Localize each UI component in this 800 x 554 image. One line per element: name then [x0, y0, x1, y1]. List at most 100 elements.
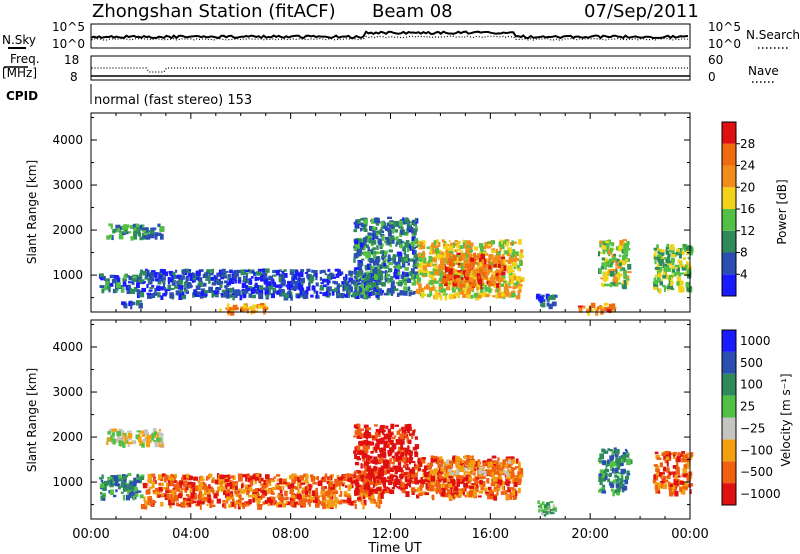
scatter-cell — [653, 474, 656, 480]
scatter-cell — [363, 479, 368, 485]
scatter-cell — [230, 475, 235, 479]
scatter-cell — [493, 282, 497, 288]
scatter-cell — [683, 244, 686, 247]
scatter-cell — [400, 482, 405, 488]
scatter-cell — [375, 443, 380, 450]
scatter-cell — [481, 276, 485, 280]
scatter-cell — [422, 252, 426, 258]
scatter-cell — [304, 498, 309, 503]
scatter-cell — [491, 280, 497, 285]
scatter-cell — [359, 433, 364, 438]
scatter-cell — [152, 481, 156, 485]
scatter-cell — [418, 467, 421, 472]
y-tick-label: 2000 — [52, 430, 83, 444]
scatter-cell — [157, 223, 161, 228]
scatter-cell — [123, 303, 128, 309]
scatter-cell — [178, 504, 182, 507]
scatter-cell — [405, 453, 408, 460]
scatter-cell — [354, 461, 360, 466]
scatter-cell — [657, 491, 661, 494]
scatter-cell — [460, 277, 464, 280]
scatter-cell — [350, 286, 353, 293]
power-colorbar-tick-label: 16 — [740, 202, 755, 216]
scatter-cell — [493, 466, 498, 470]
scatter-cell — [151, 483, 155, 489]
scatter-cell — [508, 481, 511, 484]
scatter-cell — [603, 450, 609, 454]
scatter-cell — [486, 271, 489, 278]
scatter-cell — [355, 470, 360, 474]
scatter-cell — [204, 489, 207, 494]
scatter-cell — [418, 492, 423, 496]
scatter-cell — [438, 489, 443, 492]
scatter-cell — [338, 269, 341, 274]
scatter-cell — [254, 475, 259, 481]
scatter-cell — [137, 227, 143, 230]
scatter-cell — [672, 473, 676, 478]
scatter-cell — [212, 477, 215, 480]
scatter-cell — [153, 431, 157, 436]
scatter-cell — [300, 269, 305, 272]
scatter-cell — [164, 497, 170, 500]
scatter-cell — [426, 263, 432, 267]
scatter-cell — [167, 497, 172, 500]
scatter-cell — [153, 477, 156, 481]
scatter-cell — [397, 479, 401, 485]
scatter-cell — [383, 444, 389, 448]
scatter-cell — [127, 285, 131, 289]
scatter-cell — [272, 269, 277, 274]
scatter-cell — [401, 489, 406, 494]
scatter-cell — [360, 222, 366, 227]
scatter-cell — [401, 452, 404, 459]
scatter-cell — [149, 501, 154, 507]
scatter-cell — [371, 471, 376, 477]
colorbar-swatch — [722, 252, 736, 275]
scatter-cell — [257, 488, 262, 492]
scatter-cell — [273, 496, 276, 503]
scatter-cell — [474, 461, 479, 467]
nave-tick-low: 0 — [708, 70, 716, 84]
scatter-cell — [659, 462, 663, 468]
scatter-cell — [421, 240, 426, 247]
scatter-cell — [366, 284, 371, 289]
scatter-cell — [626, 271, 632, 274]
scatter-cell — [213, 274, 216, 279]
scatter-cell — [328, 490, 332, 495]
scatter-cell — [505, 463, 508, 468]
scatter-cell — [186, 283, 192, 289]
scatter-cell — [505, 280, 508, 284]
scatter-cell — [490, 495, 494, 500]
scatter-cell — [662, 476, 668, 479]
scatter-cell — [376, 233, 379, 236]
scatter-cell — [604, 283, 610, 287]
scatter-cell — [117, 436, 122, 441]
scatter-cell — [419, 242, 423, 246]
scatter-cell — [417, 244, 421, 247]
scatter-cell — [110, 480, 113, 485]
scatter-cell — [175, 502, 179, 507]
scatter-cell — [424, 479, 429, 483]
scatter-cell — [380, 221, 384, 226]
colorbar-swatch — [722, 395, 736, 418]
scatter-cell — [394, 262, 397, 266]
scatter-cell — [383, 478, 387, 481]
scatter-cell — [406, 428, 410, 434]
scatter-cell — [618, 254, 622, 258]
scatter-cell — [331, 291, 335, 296]
scatter-cell — [304, 272, 309, 274]
scatter-cell — [219, 284, 223, 289]
scatter-cell — [483, 470, 488, 476]
scatter-cell — [301, 489, 305, 495]
scatter-cell — [283, 273, 288, 278]
scatter-cell — [427, 489, 432, 492]
scatter-cell — [414, 238, 418, 244]
scatter-cell — [486, 468, 491, 471]
scatter-cell — [436, 253, 441, 258]
scatter-cell — [270, 492, 275, 495]
scatter-cell — [483, 282, 486, 288]
scatter-cell — [257, 499, 261, 503]
scatter-cell — [131, 301, 136, 306]
scatter-cell — [318, 495, 324, 498]
scatter-cell — [499, 246, 502, 252]
scatter-cell — [183, 480, 188, 484]
